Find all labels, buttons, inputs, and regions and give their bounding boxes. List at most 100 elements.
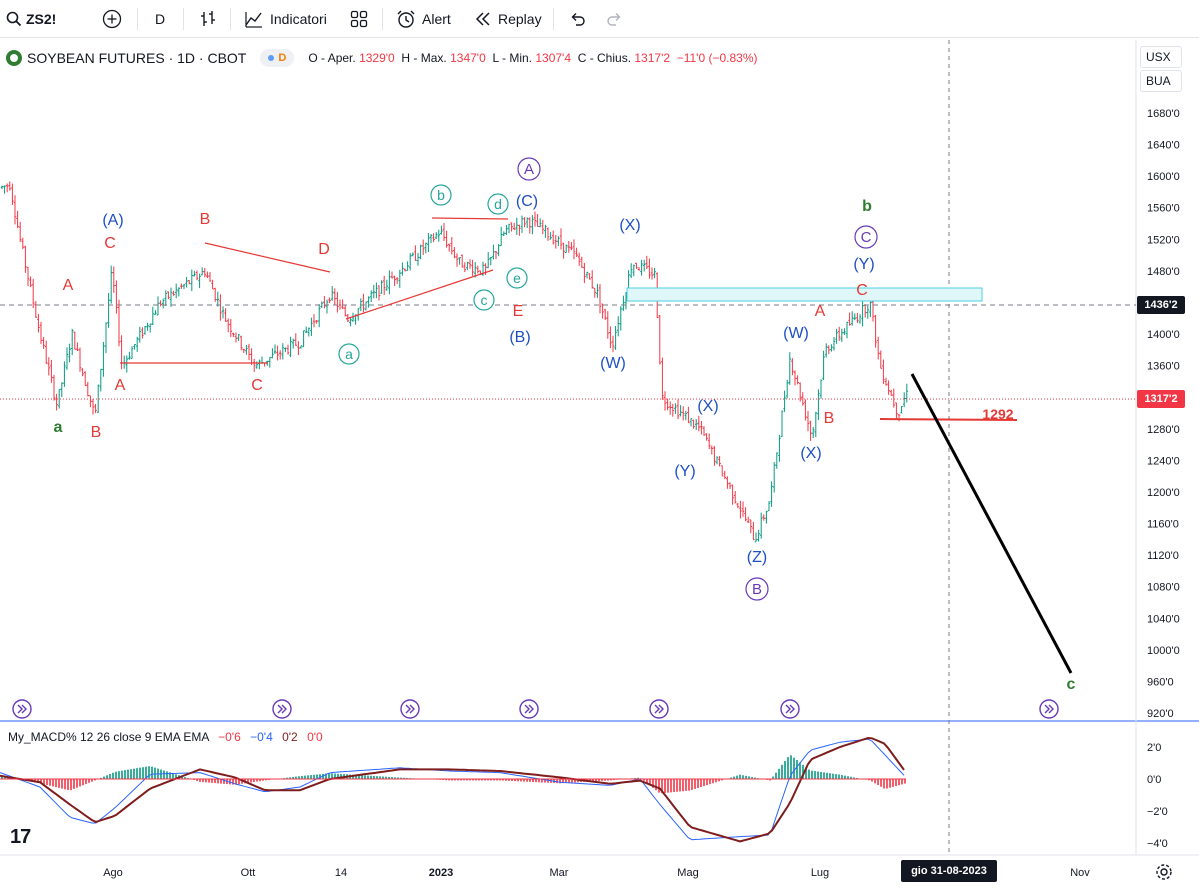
wave-label: (Y)	[674, 463, 695, 480]
circled-wave-label: b	[437, 187, 445, 203]
price-tick: 1280'0	[1147, 424, 1180, 436]
wave-label: A	[815, 303, 826, 320]
redo-button[interactable]	[606, 0, 624, 38]
data-delay-badge[interactable]: D	[260, 49, 295, 67]
wave-drawings	[0, 40, 1136, 855]
macd-indicator	[0, 736, 906, 843]
trendline-3	[345, 269, 494, 320]
interval-button[interactable]: D	[155, 0, 165, 38]
trendline-4	[431, 217, 509, 220]
macd-legend[interactable]: My_MACD% 12 26 close 9 EMA EMA −0'6 −0'4…	[8, 730, 323, 744]
templates-button[interactable]	[349, 0, 369, 38]
macd-value-4: 0'0	[307, 730, 323, 744]
price-tick: 1600'0	[1147, 171, 1180, 183]
time-tick: Ott	[241, 867, 256, 879]
signal-line	[0, 736, 905, 843]
alert-button[interactable]: Alert	[396, 0, 451, 38]
wave-label: (B)	[509, 329, 530, 346]
price-tick: 1680'0	[1147, 108, 1180, 120]
undo-icon	[571, 13, 585, 26]
wave-label: (X)	[697, 398, 718, 415]
replay-marker-icon[interactable]	[519, 699, 539, 719]
rewind-icon	[475, 12, 490, 26]
price-tick: 1080'0	[1147, 582, 1180, 594]
tradingview-logo[interactable]: 17	[10, 826, 31, 848]
replay-marker-icon[interactable]	[1039, 699, 1059, 719]
wave-label: c	[1067, 676, 1076, 693]
macd-value-3: 0'2	[282, 730, 298, 744]
crosshair-price-badge: 1436'2	[1137, 296, 1185, 315]
time-tick: Ago	[103, 867, 123, 879]
time-tick: Mag	[677, 867, 698, 879]
circled-wave-label: a	[345, 346, 353, 362]
symbol-search-button[interactable]: ZS2!	[6, 0, 56, 38]
replay-button[interactable]: Replay	[474, 0, 542, 38]
price-tick: 920'0	[1147, 708, 1174, 720]
wave-label: A	[115, 377, 126, 394]
time-tick: 2023	[429, 867, 453, 879]
circled-wave-label: A	[524, 161, 534, 178]
status-dot-icon	[268, 55, 275, 61]
macd-tick: −2'0	[1147, 806, 1168, 818]
indicators-icon	[245, 12, 262, 28]
gear-icon	[1156, 864, 1172, 880]
unit-selector[interactable]: BUA	[1140, 70, 1182, 92]
exchange-logo-icon	[6, 50, 22, 66]
price-tick: 960'0	[1147, 676, 1174, 688]
plus-circle-icon	[102, 9, 122, 29]
compare-button[interactable]	[102, 0, 122, 38]
wave-label: A	[63, 277, 74, 294]
price-tick: 1040'0	[1147, 613, 1180, 625]
time-tick: Lug	[811, 867, 829, 879]
price-axis-ticks: 1680'0 1640'0 1600'0 1560'0 1520'0 1480'0 1400…	[1147, 108, 1180, 720]
price-tick: 1360'0	[1147, 361, 1180, 373]
circled-label-ring	[487, 193, 509, 215]
wave-label: B	[91, 424, 102, 441]
interval-label: D	[155, 11, 166, 27]
replay-marker-icon[interactable]	[12, 699, 32, 719]
price-bars	[0, 181, 909, 543]
wave-label: (C)	[516, 193, 538, 210]
alarm-clock-icon	[397, 10, 415, 28]
replay-marker-icon[interactable]	[649, 699, 669, 719]
wave-label: E	[513, 303, 524, 320]
last-price-badge: 1317'2	[1137, 390, 1185, 409]
crosshair-date-badge: gio 31-08-2023	[901, 860, 997, 882]
wave-label: b	[862, 198, 872, 215]
price-tick: 1000'0	[1147, 645, 1180, 657]
projection-line	[910, 373, 1073, 674]
circled-label-ring	[745, 577, 769, 601]
price-tick: 1400'0	[1147, 329, 1180, 341]
undo-button[interactable]	[568, 0, 586, 38]
replay-marker-icon[interactable]	[780, 699, 800, 719]
wave-label: (Z)	[747, 549, 767, 566]
legend-title[interactable]: SOYBEAN FUTURES · 1D · CBOT	[27, 50, 247, 66]
chart-style-button[interactable]	[198, 0, 218, 38]
redo-icon	[607, 13, 621, 26]
currency-selector[interactable]: USX	[1140, 46, 1182, 68]
ohlc-values: O - Aper. 1329'0 H - Max. 1347'0 L - Min…	[308, 51, 758, 65]
circled-wave-label: d	[494, 196, 502, 212]
replay-label: Replay	[498, 11, 542, 27]
wave-labels: a B A (A) C A B C D E (B) (C) (X) (W) (X) (Y) (Z) (W) (X) (…	[54, 193, 1076, 693]
macd-line	[0, 738, 905, 841]
replay-marker-icon[interactable]	[400, 699, 420, 719]
time-tick: 14	[335, 867, 347, 879]
alert-label: Alert	[422, 11, 451, 27]
chart-settings-button[interactable]	[1155, 863, 1173, 886]
trendline-2	[204, 242, 331, 273]
macd-tick: −4'0	[1147, 838, 1168, 850]
level-label: 1292	[982, 406, 1013, 422]
search-icon	[6, 11, 22, 27]
wave-label: (A)	[102, 212, 123, 229]
circled-label-ring	[338, 343, 360, 365]
price-tick: 1520'0	[1147, 234, 1180, 246]
indicators-button[interactable]: Indicatori	[244, 0, 327, 38]
circled-wave-label: c	[481, 292, 488, 308]
price-tick: 1120'0	[1147, 550, 1179, 562]
indicators-label: Indicatori	[270, 11, 327, 27]
macd-value-2: −0'4	[250, 730, 273, 744]
replay-marker-icon[interactable]	[272, 699, 292, 719]
wave-label: (Y)	[853, 256, 874, 273]
